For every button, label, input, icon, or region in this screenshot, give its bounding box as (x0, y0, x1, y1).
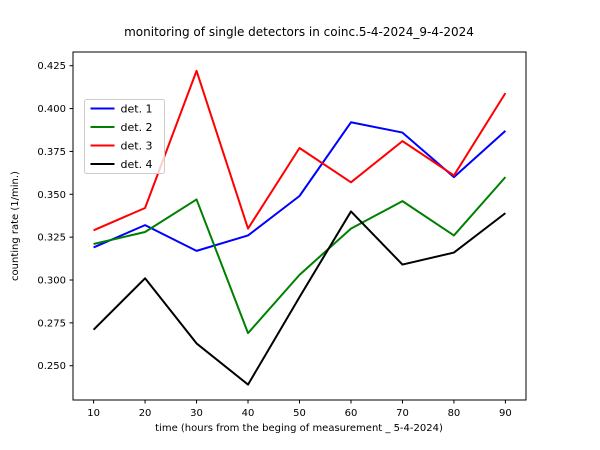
series-line-det-4 (92, 210, 507, 386)
legend-label: det. 4 (121, 158, 153, 171)
plot-content: 10 20 30 40 50 60 70 80 90 0.250 0.275 0.300 0.325 0.… (37, 61, 511, 419)
x-tick-label: 40 (242, 408, 255, 419)
x-tick-label: 20 (139, 408, 152, 419)
y-axis-label: counting rate (1/min.) (10, 171, 21, 281)
series-line-det-1 (93, 121, 507, 252)
x-tick-label: 70 (396, 408, 409, 419)
x-tick-label: 80 (448, 408, 461, 419)
y-tick-label: 0.300 (37, 276, 66, 287)
x-tick-label: 30 (190, 408, 203, 419)
chart-title: monitoring of single detectors in coinc.… (124, 25, 474, 39)
legend-label: det. 1 (121, 103, 153, 116)
x-axis-label: time (hours from the beging of measureme… (155, 423, 443, 434)
legend-box (84, 99, 165, 174)
x-tick-label: 90 (499, 408, 512, 419)
x-tick-label: 50 (293, 408, 306, 419)
y-tick-label: 0.350 (37, 190, 66, 201)
y-tick-label: 0.275 (37, 318, 66, 329)
x-tick-label: 60 (345, 408, 358, 419)
series-line-det-2 (93, 176, 507, 335)
y-tick-label: 0.375 (37, 147, 66, 158)
y-tick-label: 0.250 (37, 361, 66, 372)
y-tick-label: 0.400 (37, 104, 66, 115)
y-tick-label: 0.325 (37, 233, 66, 244)
x-tick-label: 10 (87, 408, 100, 419)
legend-label: det. 2 (121, 121, 153, 134)
legend-label: det. 3 (121, 140, 153, 153)
y-tick-label: 0.425 (37, 61, 66, 72)
